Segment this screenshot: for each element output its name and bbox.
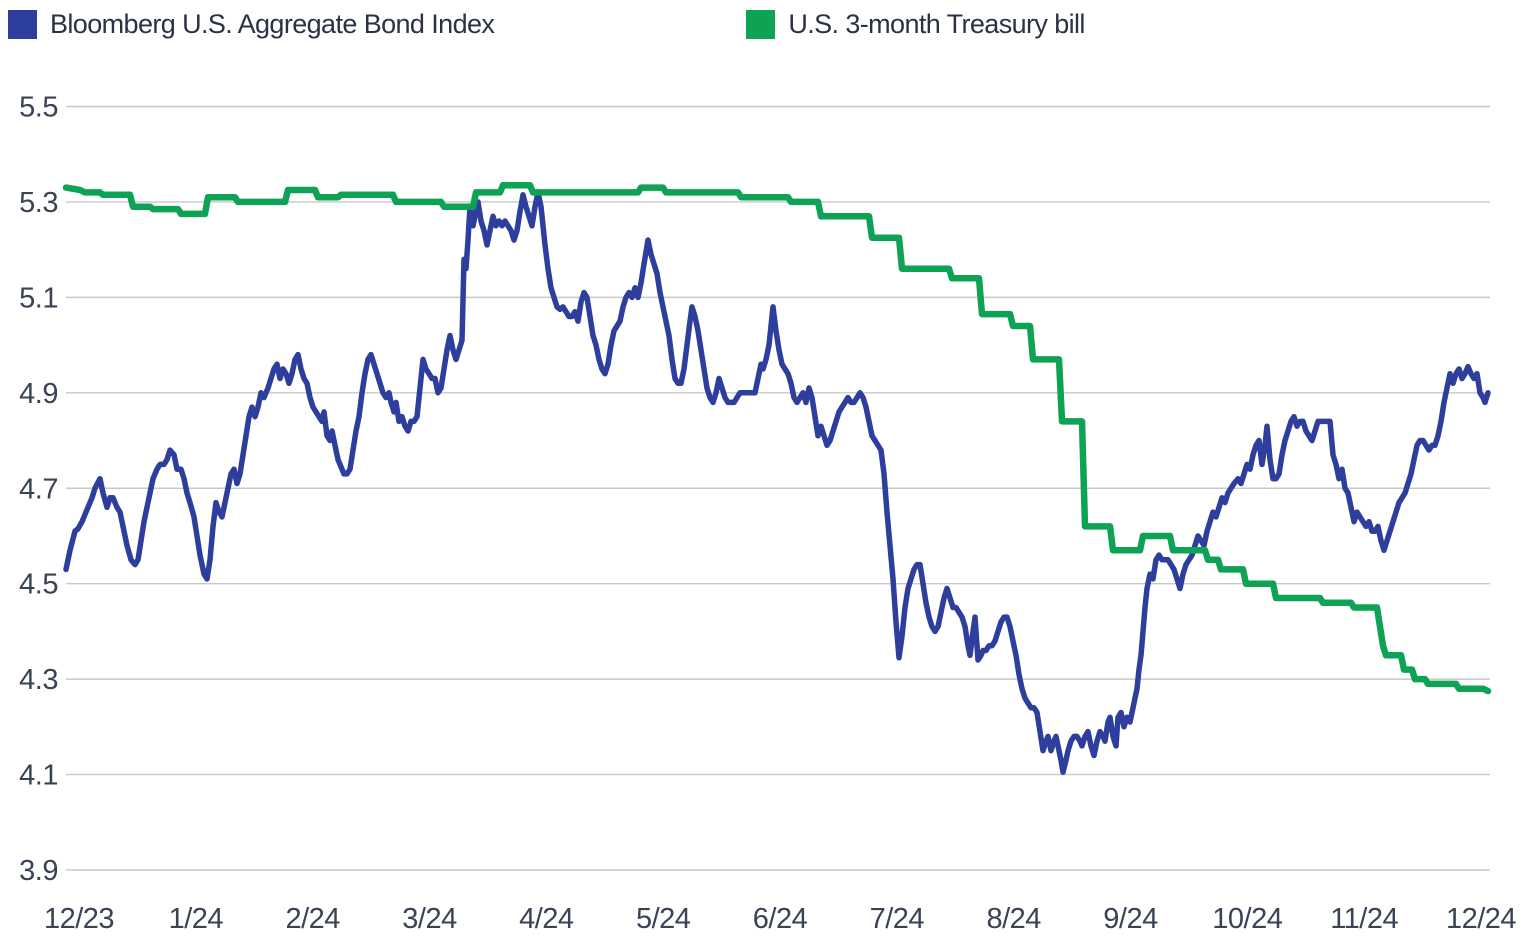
- x-tick-label-10-24: 10/24: [1212, 903, 1282, 935]
- treasury-bill-swatch-icon: [746, 9, 776, 39]
- y-tick-label-4.7: 4.7: [19, 473, 58, 505]
- y-axis-labels: 5.5 5.3 5.1 4.9 4.7 4.5 4.3 4.1 3.9: [19, 92, 58, 888]
- y-tick-label-4.3: 4.3: [19, 664, 58, 696]
- x-tick-label-4-24: 4/24: [519, 903, 574, 935]
- y-tick-label-5.3: 5.3: [19, 187, 58, 219]
- y-tick-label-4.1: 4.1: [19, 760, 58, 792]
- x-tick-label-8-24: 8/24: [986, 903, 1041, 935]
- aggregate-bond-swatch-icon: [8, 9, 37, 39]
- aggregate-bond-line: [63, 189, 1491, 775]
- legend-label-aggregate-bond: Bloomberg U.S. Aggregate Bond Index: [50, 8, 495, 39]
- y-tick-label-5.5: 5.5: [19, 92, 58, 124]
- y-tick-label-4.5: 4.5: [19, 569, 58, 601]
- series-lines: [62, 181, 1492, 775]
- y-tick-label-3.9: 3.9: [19, 855, 58, 887]
- legend-item-aggregate-bond: Bloomberg U.S. Aggregate Bond Index: [8, 8, 495, 40]
- legend-label-treasury-bill: U.S. 3-month Treasury bill: [788, 8, 1085, 39]
- chart-legend: Bloomberg U.S. Aggregate Bond Index U.S.…: [8, 6, 1526, 42]
- x-tick-label-2-24: 2/24: [285, 903, 340, 935]
- x-tick-label-5-24: 5/24: [636, 903, 691, 935]
- x-axis-labels: 12/23 1/24 2/24 3/24 4/24 5/24 6/24 7/24 8/24 9/2…: [44, 903, 1517, 935]
- treasury-bill-line: [62, 181, 1492, 695]
- legend-item-treasury-bill: U.S. 3-month Treasury bill: [746, 9, 1085, 40]
- x-tick-label-1-24: 1/24: [169, 903, 224, 935]
- x-tick-label-7-24: 7/24: [870, 903, 925, 935]
- x-tick-label-12-24: 12/24: [1446, 903, 1516, 935]
- x-tick-label-6-24: 6/24: [753, 903, 808, 935]
- gridlines: [66, 105, 1490, 871]
- x-tick-label-9-24: 9/24: [1103, 903, 1158, 935]
- y-tick-label-4.9: 4.9: [19, 378, 58, 410]
- x-tick-label-12-23: 12/23: [44, 903, 114, 935]
- y-tick-label-5.1: 5.1: [19, 282, 58, 314]
- x-tick-label-3-24: 3/24: [402, 903, 457, 935]
- x-tick-label-11-24: 11/24: [1330, 903, 1398, 935]
